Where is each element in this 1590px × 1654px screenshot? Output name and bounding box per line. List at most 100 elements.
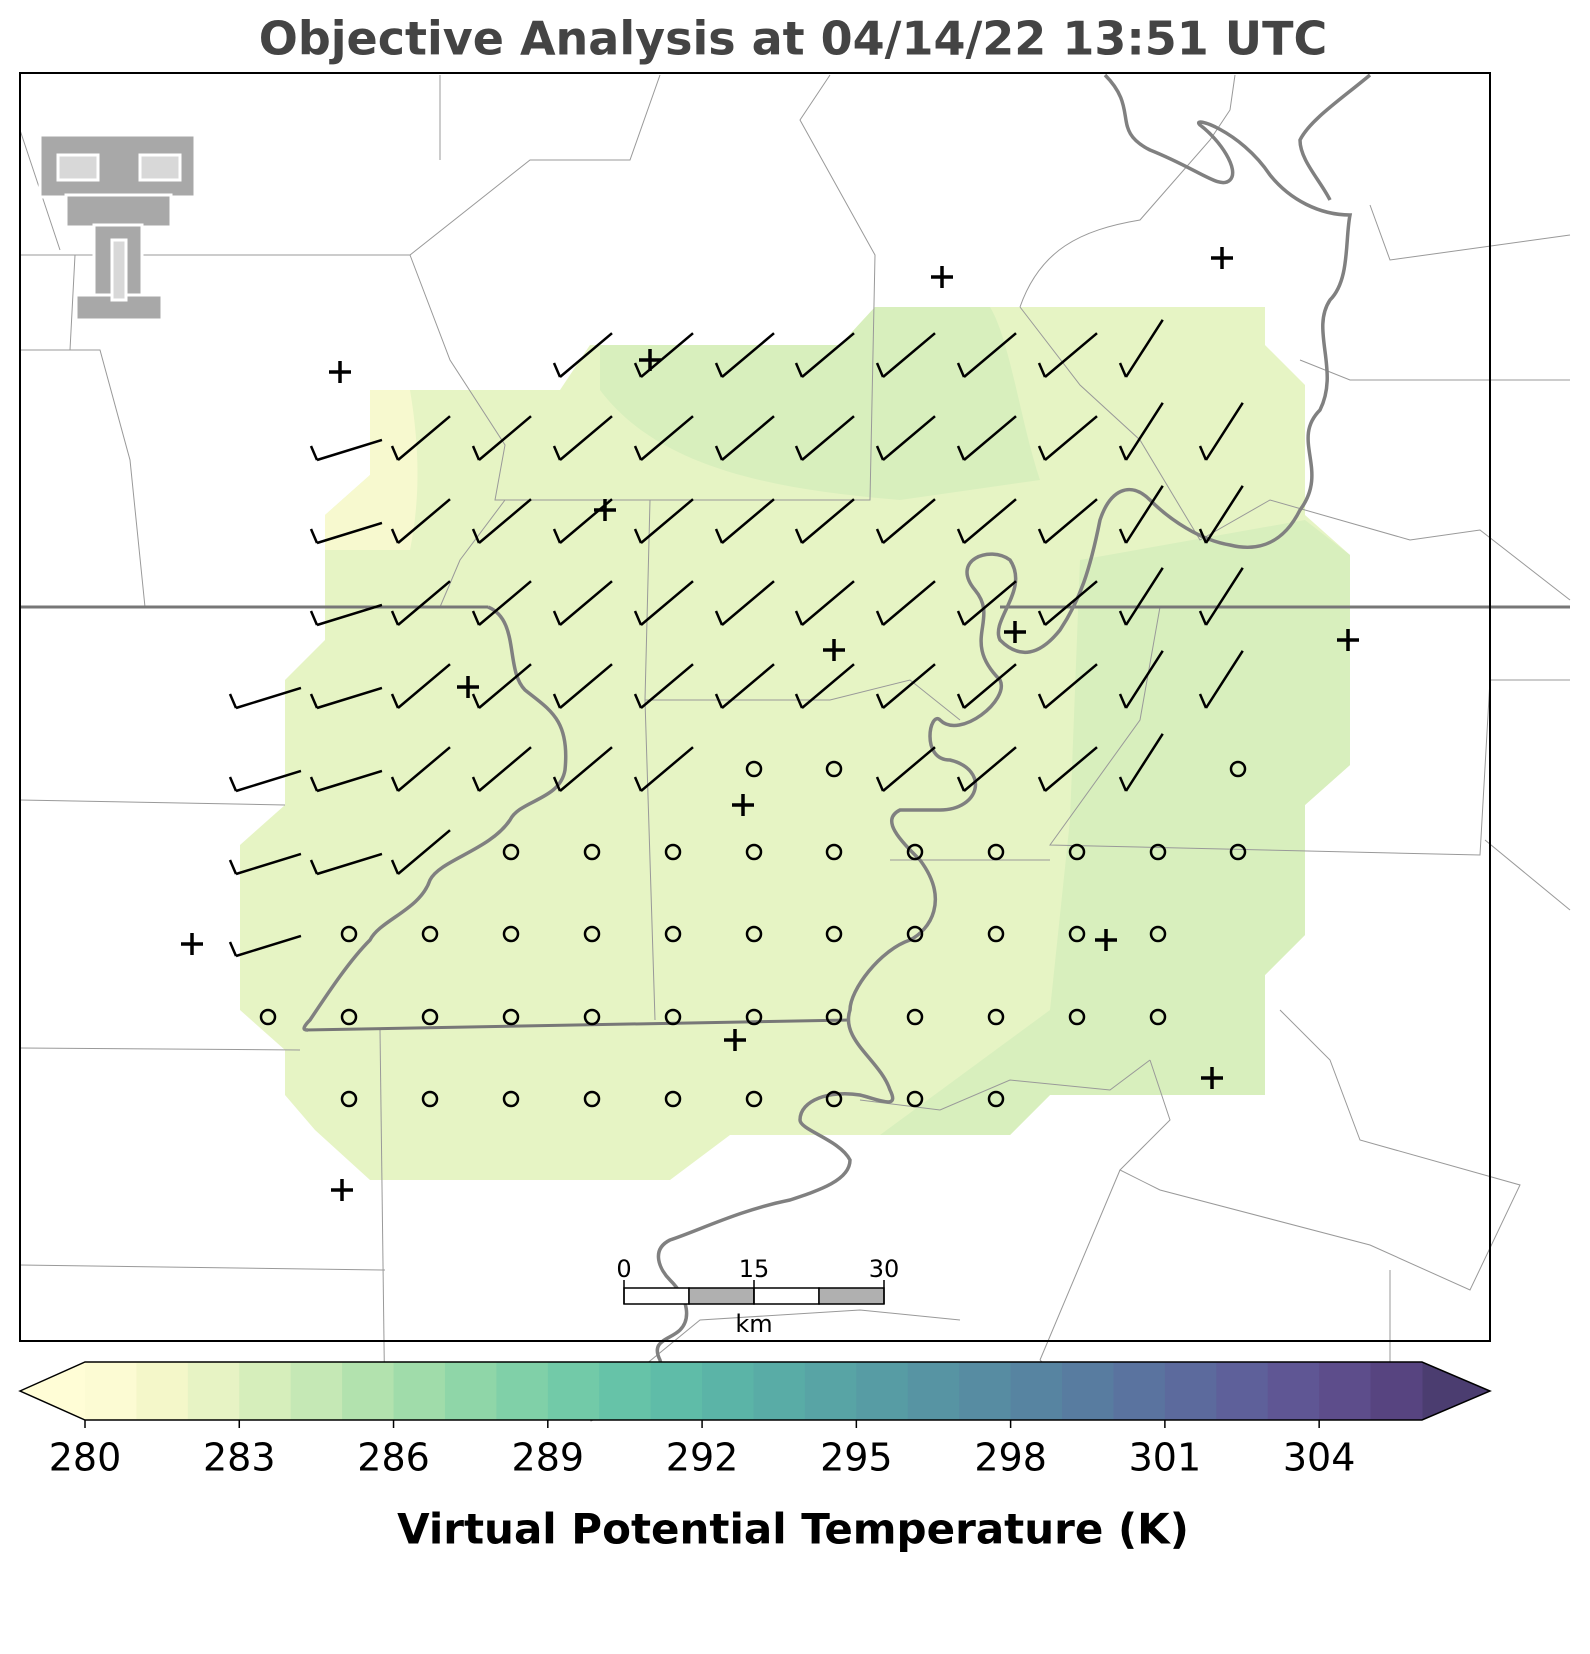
wind-barb bbox=[390, 580, 451, 626]
calm-wind bbox=[1229, 760, 1247, 778]
calm-wind bbox=[1068, 925, 1086, 943]
calm-wind bbox=[1229, 843, 1247, 861]
scale-unit: km bbox=[735, 1310, 772, 1338]
wind-barb bbox=[1037, 498, 1098, 544]
wind-barb bbox=[1037, 332, 1098, 378]
wind-barb bbox=[875, 498, 936, 544]
wind-barb bbox=[390, 829, 451, 875]
station bbox=[639, 349, 661, 371]
colorbar-segment bbox=[1216, 1362, 1269, 1420]
field-contour bbox=[325, 390, 418, 550]
colorbar-label: Virtual Potential Temperature (K) bbox=[397, 1505, 1189, 1554]
colorbar-tick-label: 298 bbox=[974, 1436, 1047, 1480]
calm-wind bbox=[664, 1008, 682, 1026]
wind-barb bbox=[471, 663, 532, 709]
wind-barb bbox=[552, 332, 613, 378]
calm-wind bbox=[664, 1090, 682, 1108]
wind-barb bbox=[1198, 567, 1244, 626]
station bbox=[724, 1029, 746, 1051]
wind-barb bbox=[228, 934, 302, 958]
calm-wind bbox=[825, 843, 843, 861]
station bbox=[1337, 629, 1359, 651]
wind-barb bbox=[875, 580, 936, 626]
logo bbox=[38, 133, 197, 322]
calm-wind bbox=[745, 1008, 763, 1026]
calm-wind bbox=[745, 760, 763, 778]
wind-barb bbox=[552, 415, 613, 461]
calm-wind bbox=[1149, 843, 1167, 861]
calm-wind bbox=[825, 925, 843, 943]
colorbar-segment bbox=[547, 1362, 600, 1420]
wind-barb bbox=[1198, 402, 1244, 461]
station bbox=[732, 794, 754, 816]
scale-label: 0 bbox=[616, 1255, 631, 1283]
calm-wind bbox=[502, 925, 520, 943]
colorbar-segment bbox=[1319, 1362, 1372, 1420]
calm-wind bbox=[987, 1008, 1005, 1026]
county-borders bbox=[19, 74, 1571, 1421]
wind-barb bbox=[875, 663, 936, 709]
station bbox=[181, 933, 203, 955]
colorbar-segment bbox=[650, 1362, 703, 1420]
wind-barb bbox=[875, 415, 936, 461]
calm-wind bbox=[340, 1090, 358, 1108]
colorbar-extend-low bbox=[20, 1362, 85, 1420]
wind-barb bbox=[1118, 485, 1164, 544]
colorbar-segment bbox=[1164, 1362, 1217, 1420]
calm-wind bbox=[340, 1008, 358, 1026]
station bbox=[931, 266, 953, 288]
wind-barb bbox=[309, 438, 383, 462]
colorbar-segment bbox=[342, 1362, 395, 1420]
wind-barb bbox=[633, 498, 694, 544]
colorbar-segment bbox=[1010, 1362, 1063, 1420]
colorbar-segment bbox=[804, 1362, 857, 1420]
wind-barb bbox=[714, 332, 775, 378]
wind-barb bbox=[633, 415, 694, 461]
calm-wind bbox=[825, 1090, 843, 1108]
wind-barb bbox=[956, 580, 1017, 626]
wind-barb bbox=[390, 498, 451, 544]
wind-barb bbox=[309, 521, 383, 545]
wind-barb bbox=[714, 663, 775, 709]
colorbar-tick-label: 301 bbox=[1129, 1436, 1202, 1480]
wind-barb bbox=[956, 332, 1017, 378]
wind-barb bbox=[956, 498, 1017, 544]
scale-segment bbox=[818, 1287, 885, 1305]
colorbar-segment bbox=[1062, 1362, 1114, 1420]
calm-wind bbox=[987, 1090, 1005, 1108]
colorbar-segment bbox=[1113, 1362, 1166, 1420]
colorbar-segment bbox=[599, 1362, 652, 1420]
colorbar-segment bbox=[496, 1362, 549, 1420]
colorbar-segment bbox=[136, 1362, 189, 1420]
map-frame bbox=[19, 72, 1491, 1342]
wind-barb bbox=[471, 415, 532, 461]
wind-barb bbox=[956, 663, 1017, 709]
calm-wind bbox=[583, 1008, 601, 1026]
rivers bbox=[302, 73, 1372, 1422]
colorbar-segment bbox=[444, 1362, 497, 1420]
wind-barb bbox=[471, 580, 532, 626]
calm-wind bbox=[745, 1090, 763, 1108]
colorbar-segment bbox=[856, 1362, 909, 1420]
wind-barb bbox=[794, 498, 855, 544]
calm-wind bbox=[825, 1008, 843, 1026]
colorbar-tick-label: 295 bbox=[820, 1436, 893, 1480]
station bbox=[823, 639, 845, 661]
wind-barb bbox=[794, 415, 855, 461]
wind-barb bbox=[1118, 567, 1164, 626]
wind-barb bbox=[633, 663, 694, 709]
calm-wind bbox=[906, 1008, 924, 1026]
wind-barb bbox=[714, 580, 775, 626]
station bbox=[1201, 1067, 1223, 1089]
wind-barb bbox=[714, 498, 775, 544]
wind-barb bbox=[714, 415, 775, 461]
calm-wind bbox=[906, 925, 924, 943]
wind-barb bbox=[875, 332, 936, 378]
calm-wind bbox=[583, 925, 601, 943]
scale-bar: 0 15 30 km bbox=[616, 1255, 899, 1338]
wind-barb bbox=[1037, 580, 1098, 626]
wind-barb bbox=[390, 746, 451, 792]
wind-barb bbox=[228, 686, 302, 710]
colorbar-segment bbox=[753, 1362, 806, 1420]
